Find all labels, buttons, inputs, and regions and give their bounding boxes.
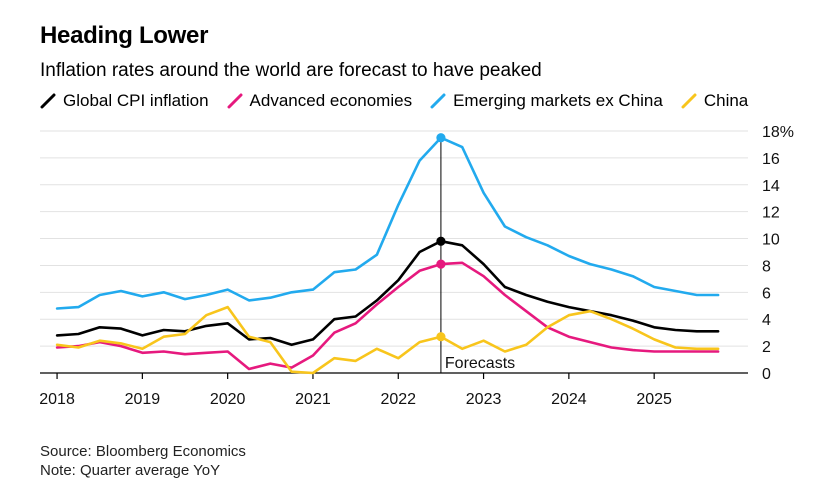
y-tick-label: 16 bbox=[762, 151, 780, 168]
y-tick-label: 0 bbox=[762, 366, 771, 383]
legend-label-advanced: Advanced economies bbox=[249, 91, 413, 110]
x-tick-label: 2023 bbox=[466, 391, 502, 408]
chart-note: Note: Quarter average YoY bbox=[40, 462, 221, 479]
forecast-label: Forecasts bbox=[445, 355, 515, 372]
data-point-marker bbox=[436, 133, 446, 143]
x-tick-label: 2025 bbox=[636, 391, 672, 408]
x-tick-label: 2018 bbox=[39, 391, 75, 408]
x-tick-label: 2022 bbox=[380, 391, 416, 408]
legend-item-emerging: Emerging markets ex China bbox=[430, 91, 663, 111]
y-tick-label: 4 bbox=[762, 312, 771, 329]
legend-swatch-emerging bbox=[430, 93, 446, 109]
legend-label-emerging: Emerging markets ex China bbox=[453, 91, 663, 110]
x-tick-label: 2021 bbox=[295, 391, 331, 408]
legend-label-global: Global CPI inflation bbox=[63, 91, 209, 110]
y-tick-label: 10 bbox=[762, 232, 780, 249]
data-point-marker bbox=[436, 259, 446, 269]
chart-source: Source: Bloomberg Economics bbox=[40, 443, 246, 460]
y-tick-label: 2 bbox=[762, 339, 771, 356]
y-tick-label: 18% bbox=[762, 124, 794, 141]
legend-item-global: Global CPI inflation bbox=[40, 91, 209, 111]
legend-item-china: China bbox=[681, 91, 748, 111]
y-tick-label: 12 bbox=[762, 205, 780, 222]
x-tick-label: 2019 bbox=[125, 391, 161, 408]
series-line-global-cpi-inflation bbox=[55, 239, 720, 347]
x-tick-label: 2024 bbox=[551, 391, 587, 408]
legend-swatch-china bbox=[681, 93, 697, 109]
legend-swatch-advanced bbox=[227, 93, 243, 109]
legend-label-china: China bbox=[703, 91, 749, 110]
chart-subtitle: Inflation rates around the world are for… bbox=[40, 60, 542, 81]
y-tick-label: 14 bbox=[762, 178, 780, 195]
chart-legend: Global CPI inflation Advanced economies … bbox=[40, 91, 766, 111]
y-tick-label: 6 bbox=[762, 285, 771, 302]
data-point-marker bbox=[436, 236, 446, 246]
series-line-china bbox=[55, 305, 720, 375]
x-tick-label: 2020 bbox=[210, 391, 246, 408]
series-line-advanced-economies bbox=[55, 261, 720, 371]
chart-title: Heading Lower bbox=[40, 22, 209, 49]
y-tick-label: 8 bbox=[762, 258, 771, 275]
data-point-marker bbox=[436, 332, 446, 342]
legend-item-advanced: Advanced economies bbox=[227, 91, 413, 111]
series-line-emerging-markets-ex-china bbox=[55, 136, 720, 310]
legend-swatch-global bbox=[40, 93, 56, 109]
